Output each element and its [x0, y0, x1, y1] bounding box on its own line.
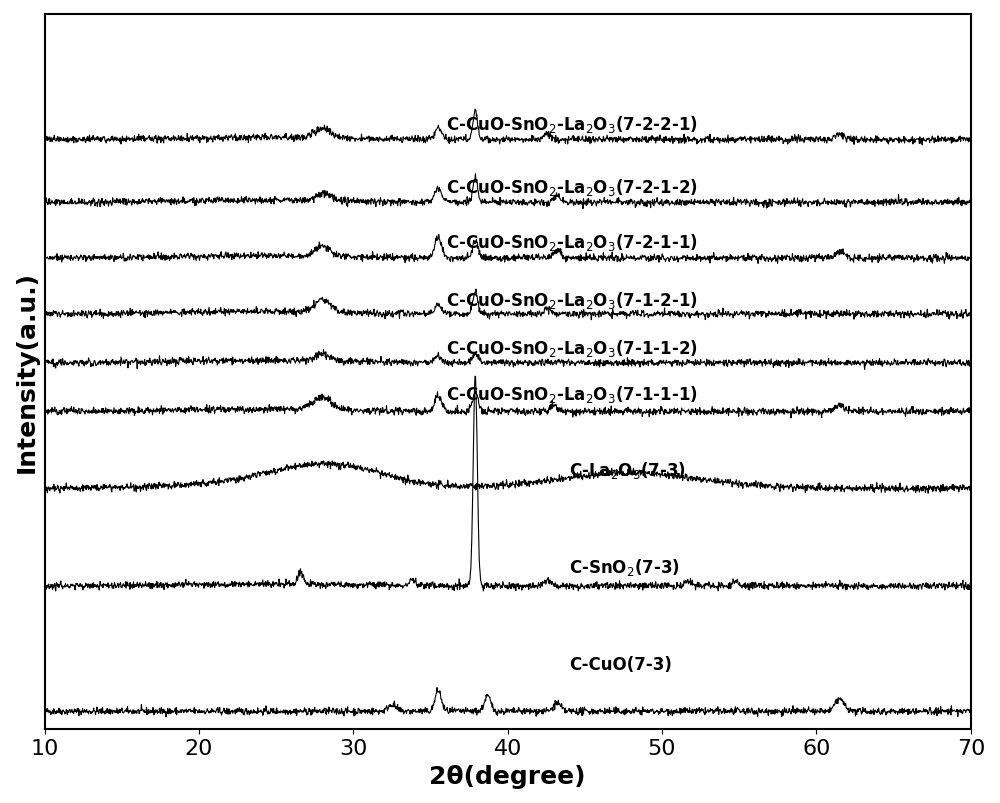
Text: C-CuO-SnO$_2$-La$_2$O$_3$(7-2-1-1): C-CuO-SnO$_2$-La$_2$O$_3$(7-2-1-1): [446, 232, 698, 253]
X-axis label: 2θ(degree): 2θ(degree): [429, 764, 586, 788]
Text: C-CuO-SnO$_2$-La$_2$O$_3$(7-2-1-2): C-CuO-SnO$_2$-La$_2$O$_3$(7-2-1-2): [446, 177, 698, 198]
Text: C-CuO-SnO$_2$-La$_2$O$_3$(7-1-1-2): C-CuO-SnO$_2$-La$_2$O$_3$(7-1-1-2): [446, 338, 698, 359]
Text: C-CuO-SnO$_2$-La$_2$O$_3$(7-1-1-1): C-CuO-SnO$_2$-La$_2$O$_3$(7-1-1-1): [446, 384, 698, 405]
Text: C-CuO-SnO$_2$-La$_2$O$_3$(7-1-2-1): C-CuO-SnO$_2$-La$_2$O$_3$(7-1-2-1): [446, 289, 698, 310]
Text: C-CuO-SnO$_2$-La$_2$O$_3$(7-2-2-1): C-CuO-SnO$_2$-La$_2$O$_3$(7-2-2-1): [446, 114, 698, 135]
Text: C-SnO$_2$(7-3): C-SnO$_2$(7-3): [569, 556, 680, 577]
Text: C-CuO(7-3): C-CuO(7-3): [569, 655, 672, 673]
Text: C-La$_2$O$_3$(7-3): C-La$_2$O$_3$(7-3): [569, 459, 686, 480]
Y-axis label: Intensity(a.u.): Intensity(a.u.): [15, 271, 39, 473]
